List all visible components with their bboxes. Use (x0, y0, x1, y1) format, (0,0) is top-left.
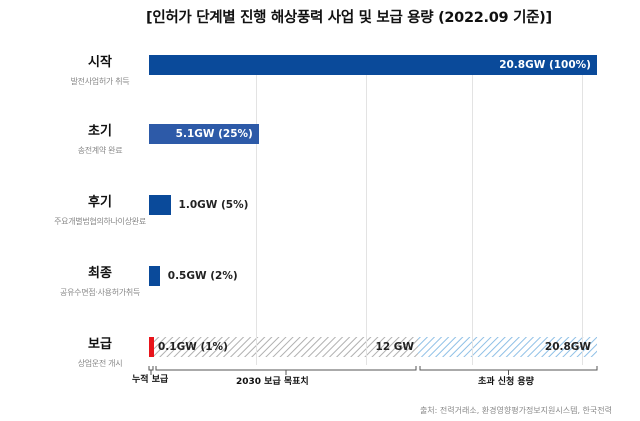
category-name: 보급 (88, 337, 112, 352)
target-label: 12 GW (375, 341, 414, 353)
bracket-label-target: 2030 보급 목표치 (236, 377, 309, 387)
gridline (472, 55, 473, 365)
cumulative-label: 0.1GW (1%) (158, 341, 228, 353)
category-name: 후기 (88, 195, 112, 210)
bar (149, 195, 171, 215)
category-name: 시작 (88, 55, 112, 70)
category-subtitle: 송전계약 완료 (77, 146, 123, 155)
data-label: 20.8GW (100%) (499, 59, 591, 71)
bracket (155, 366, 417, 375)
data-label: 0.5GW (2%) (167, 270, 238, 282)
cumulative-bar (149, 337, 154, 357)
bar (149, 55, 597, 75)
category-name: 초기 (88, 124, 112, 139)
category-name: 최종 (88, 266, 112, 281)
bracket-label-excess: 초과 신청 용량 (478, 377, 534, 387)
category-subtitle: 발전사업허가 취득 (70, 77, 130, 86)
excess-label: 20.8GW (544, 341, 591, 353)
category-subtitle: 공유수면점·사용허가취득 (60, 288, 140, 297)
bracket (419, 366, 598, 375)
data-label: 5.1GW (25%) (175, 128, 253, 140)
target-bar (154, 337, 418, 357)
gridline (582, 55, 583, 365)
excess-bar (418, 337, 597, 357)
category-subtitle: 상업운전 개시 (77, 359, 123, 368)
data-label: 1.0GW (5%) (178, 199, 249, 211)
bar (149, 266, 160, 286)
bar (149, 124, 259, 144)
source-note: 출처: 전력거래소, 환경영향평가정보지원시스템, 한국전력 (419, 406, 612, 415)
gridline (366, 55, 367, 365)
bracket (148, 366, 154, 375)
bracket-label-cumulative: 누적 보급 (132, 375, 169, 385)
chart-title: [인허가 단계별 진행 해상풍력 사업 및 보급 용량 (2022.09 기준)… (146, 10, 552, 26)
gridline (256, 55, 257, 365)
category-subtitle: 주요개별법협의하나이상완료 (54, 217, 146, 226)
